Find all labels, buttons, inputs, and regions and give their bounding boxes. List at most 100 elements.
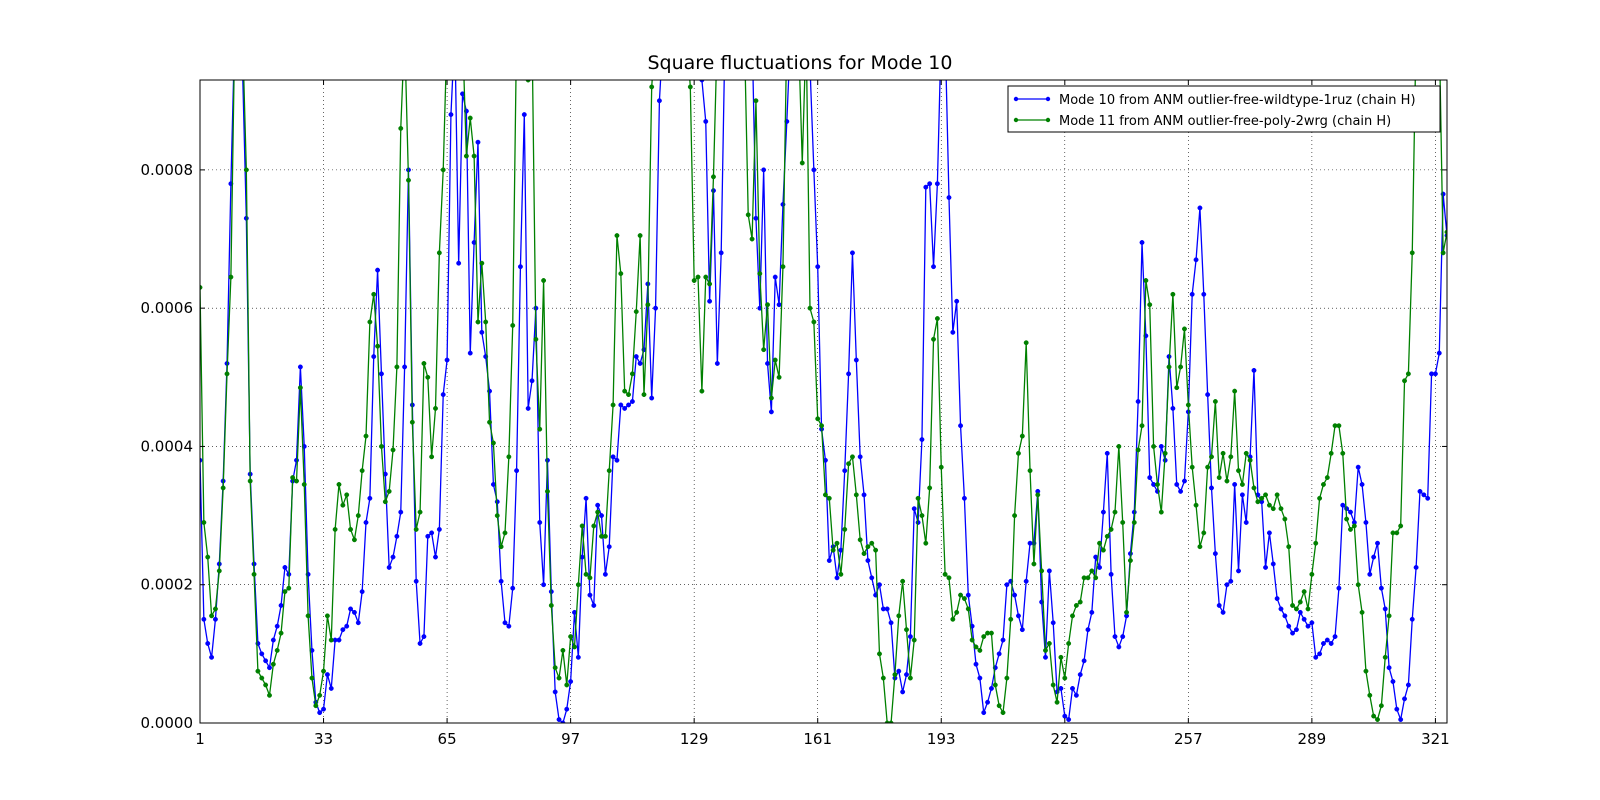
data-point — [502, 530, 508, 536]
data-point — [896, 613, 902, 619]
data-point — [703, 274, 709, 280]
data-point — [1394, 706, 1400, 712]
data-point — [1073, 692, 1079, 698]
data-point — [449, 29, 453, 33]
data-point — [753, 215, 759, 221]
data-point — [599, 513, 604, 519]
data-point — [1205, 392, 1211, 398]
data-point — [1170, 291, 1176, 297]
legend: Mode 10 from ANM outlier-free-wildtype-1… — [1007, 85, 1441, 133]
data-point — [479, 260, 485, 266]
data-point — [1224, 478, 1230, 484]
data-point — [483, 319, 489, 325]
data-point — [907, 675, 913, 681]
data-point — [1120, 520, 1126, 525]
data-point — [680, 29, 684, 33]
data-point — [355, 620, 361, 626]
data-point — [1390, 679, 1396, 684]
x-axis: 1 33 65 97 129 161 193 225 257 289 321 — [195, 80, 1450, 748]
data-point — [1317, 495, 1323, 501]
data-point — [673, 29, 677, 33]
data-point — [981, 710, 987, 716]
data-point — [656, 98, 662, 104]
data-point — [1004, 675, 1010, 681]
data-point — [637, 361, 643, 366]
data-point — [236, 29, 240, 33]
data-point — [1355, 464, 1361, 470]
series-1 — [200, 29, 1447, 723]
data-point — [398, 509, 404, 515]
data-point — [324, 672, 330, 678]
data-point — [1348, 526, 1353, 532]
data-point — [267, 692, 272, 698]
data-point — [375, 267, 381, 273]
data-point — [1043, 647, 1048, 653]
data-point — [367, 319, 373, 325]
data-point — [1274, 596, 1280, 601]
data-point — [522, 64, 526, 68]
data-point — [772, 357, 778, 363]
data-point — [861, 492, 867, 498]
x-tick-label: 33 — [314, 730, 333, 748]
data-point — [657, 29, 661, 33]
data-point — [943, 29, 947, 33]
data-point — [1189, 291, 1195, 297]
data-point — [371, 354, 377, 360]
data-point — [815, 264, 821, 270]
data-point — [1336, 585, 1342, 591]
data-point — [768, 395, 774, 401]
x-tick-label: 161 — [803, 730, 832, 748]
data-point — [950, 329, 956, 335]
data-point — [606, 544, 612, 550]
data-point — [351, 537, 357, 543]
data-point — [850, 454, 855, 460]
data-point — [711, 174, 716, 180]
data-point — [707, 298, 713, 304]
data-point — [1278, 606, 1284, 612]
data-point — [904, 627, 909, 633]
data-point — [1243, 450, 1249, 456]
data-point — [453, 29, 457, 33]
data-point — [1182, 478, 1187, 484]
data-point — [1012, 592, 1018, 598]
data-point — [919, 513, 925, 519]
data-point — [765, 302, 770, 308]
data-point — [460, 29, 464, 33]
data-point — [1112, 509, 1118, 515]
data-point — [1147, 302, 1153, 308]
data-point — [977, 647, 983, 653]
data-point — [907, 634, 913, 640]
data-point — [529, 378, 535, 384]
x-tick-label: 193 — [927, 730, 956, 748]
data-point — [1185, 402, 1191, 408]
data-point — [1444, 229, 1447, 235]
data-point — [838, 571, 844, 577]
data-point — [1100, 547, 1106, 553]
data-point — [1247, 457, 1253, 463]
data-point — [587, 575, 593, 581]
data-point — [714, 361, 720, 366]
y-tick-label: 0.0006 — [141, 299, 194, 317]
data-point — [687, 84, 693, 90]
data-point — [263, 682, 269, 688]
data-point — [931, 264, 936, 270]
data-point — [888, 620, 894, 626]
data-point — [243, 167, 249, 173]
plot-frame — [199, 79, 1448, 724]
data-point — [417, 641, 423, 646]
y-axis: 0.0000 0.0002 0.0004 0.0006 0.0008 — [141, 161, 1447, 732]
data-point — [1043, 654, 1048, 660]
data-point — [1054, 699, 1060, 705]
data-point — [1324, 637, 1330, 643]
data-point — [444, 357, 450, 363]
data-point — [1282, 613, 1288, 619]
data-point — [1378, 703, 1384, 709]
data-point — [877, 582, 882, 588]
data-point — [233, 29, 237, 33]
data-point — [934, 181, 940, 187]
data-point — [1409, 616, 1415, 622]
data-point — [1344, 516, 1350, 522]
data-point — [1012, 513, 1018, 519]
data-point — [240, 29, 244, 33]
data-point — [1263, 492, 1269, 498]
